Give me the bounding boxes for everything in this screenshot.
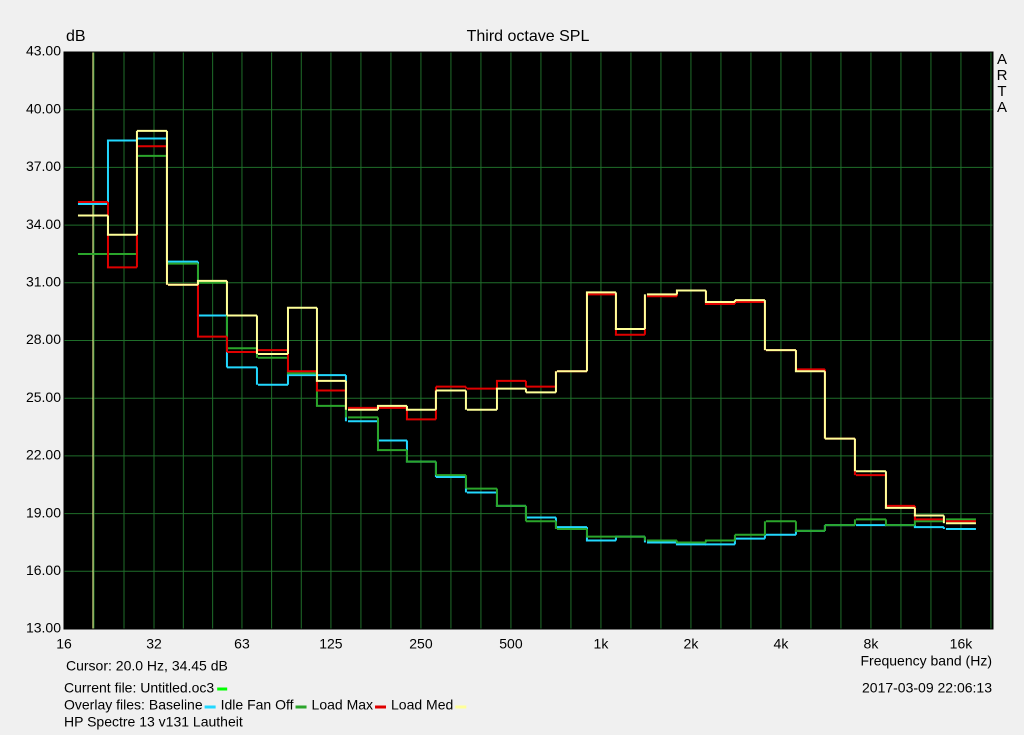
legend-label: Load Med (391, 697, 453, 713)
x-tick-label: 4k (774, 636, 790, 652)
plot-border (63, 51, 994, 630)
y-tick-label: 22.00 (26, 447, 61, 463)
overlay-label: Overlay files: (64, 697, 145, 713)
x-tick-label: 1k (594, 636, 610, 652)
y-tick-label: 37.00 (26, 158, 61, 174)
legend-label: Idle Fan Off (221, 697, 294, 713)
y-tick-label: 34.00 (26, 216, 61, 232)
timestamp: 2017-03-09 22:06:13 (862, 680, 992, 696)
y-tick-label: 31.00 (26, 274, 61, 290)
y-tick-label: 13.00 (26, 620, 61, 636)
y-axis-label: dB (66, 28, 86, 45)
x-tick-label: 125 (319, 636, 343, 652)
x-tick-label: 63 (234, 636, 250, 652)
brand-letter: A (997, 99, 1007, 116)
current-file: Current file: Untitled.oc3 (64, 680, 214, 696)
x-tick-label: 8k (864, 636, 880, 652)
brand-letter: R (997, 67, 1008, 84)
legend-label: Load Max (312, 697, 373, 713)
x-axis-label: Frequency band (Hz) (860, 653, 992, 669)
footer: HP Spectre 13 v131 Lautheit (64, 714, 243, 730)
series (77, 129, 976, 525)
x-tick-label: 16 (56, 636, 72, 652)
y-tick-label: 19.00 (26, 504, 61, 520)
x-tick-label: 32 (146, 636, 162, 652)
y-tick-label: 16.00 (26, 562, 61, 578)
chart-title: Third octave SPL (467, 28, 590, 45)
y-tick-label: 43.00 (26, 43, 61, 59)
x-tick-label: 2k (684, 636, 700, 652)
y-tick-label: 40.00 (26, 100, 61, 116)
y-tick-label: 25.00 (26, 389, 61, 405)
x-tick-label: 500 (499, 636, 523, 652)
x-tick-label: 250 (409, 636, 433, 652)
cursor-readout: Cursor: 20.0 Hz, 34.45 dB (66, 658, 228, 674)
x-tick-label: 16k (950, 636, 974, 652)
y-tick-label: 28.00 (26, 331, 61, 347)
legend-label: Baseline (149, 697, 203, 713)
brand-letter: T (997, 83, 1006, 100)
brand-letter: A (997, 51, 1007, 68)
